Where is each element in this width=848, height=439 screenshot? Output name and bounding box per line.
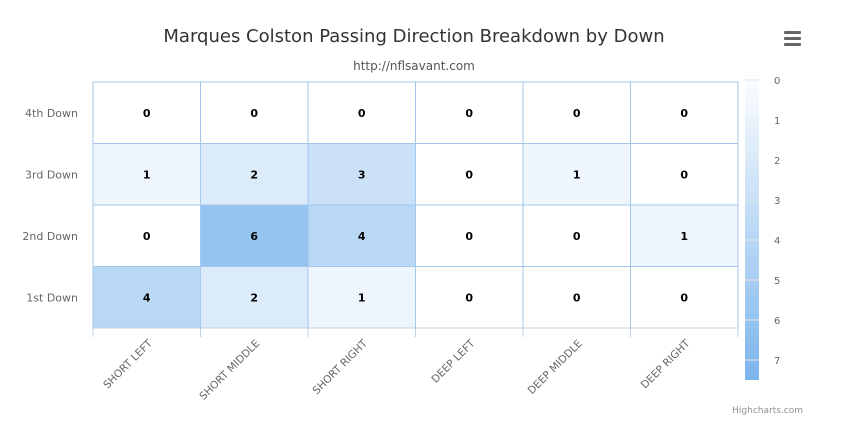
heatmap-cell[interactable] bbox=[92, 204, 201, 267]
cell-value-label: 0 bbox=[250, 107, 258, 120]
y-axis-label: 3rd Down bbox=[25, 168, 78, 181]
heatmap-cell[interactable] bbox=[307, 81, 416, 144]
heatmap-cell[interactable] bbox=[307, 266, 416, 329]
heatmap-cell[interactable] bbox=[200, 81, 309, 144]
y-axis-label: 2nd Down bbox=[22, 230, 78, 243]
cell-value-label: 0 bbox=[573, 230, 581, 243]
heatmap-cell[interactable] bbox=[92, 81, 201, 144]
x-axis-label: SHORT MIDDLE bbox=[197, 338, 262, 403]
cell-value-label: 3 bbox=[358, 168, 366, 181]
y-axis-label: 1st Down bbox=[26, 291, 78, 304]
cell-value-label: 1 bbox=[680, 230, 688, 243]
cell-value-label: 4 bbox=[143, 291, 151, 304]
menu-icon bbox=[784, 31, 801, 34]
x-axis-label: DEEP MIDDLE bbox=[526, 338, 585, 397]
cell-value-label: 4 bbox=[358, 230, 366, 243]
cell-value-label: 0 bbox=[680, 168, 688, 181]
cell-value-label: 0 bbox=[465, 230, 473, 243]
x-axis-label: SHORT LEFT bbox=[101, 337, 155, 391]
cell-value-label: 0 bbox=[680, 107, 688, 120]
y-axis-labels: 4th Down 3rd Down 2nd Down 1st Down bbox=[22, 107, 78, 305]
heatmap-cell[interactable] bbox=[415, 81, 524, 144]
color-axis-tick-label: 7 bbox=[774, 356, 780, 367]
heatmap-cell[interactable] bbox=[200, 266, 309, 329]
heatmap-cell[interactable] bbox=[415, 266, 524, 329]
heatmap-cell[interactable] bbox=[92, 266, 201, 329]
color-axis-tick-label: 1 bbox=[774, 116, 780, 127]
chart-subtitle: http://nflsavant.com bbox=[353, 59, 475, 73]
heatmap-cell[interactable] bbox=[200, 143, 309, 206]
x-axis-label: SHORT RIGHT bbox=[311, 337, 371, 397]
cell-value-label: 0 bbox=[573, 291, 581, 304]
x-axis-label: DEEP RIGHT bbox=[639, 337, 693, 391]
x-axis-labels: SHORT LEFT SHORT MIDDLE SHORT RIGHT DEEP LE… bbox=[92, 327, 739, 403]
cell-value-label: 0 bbox=[465, 107, 473, 120]
cell-value-label: 1 bbox=[573, 168, 581, 181]
heatmap-cell[interactable] bbox=[200, 204, 309, 267]
heatmap-cell[interactable] bbox=[522, 266, 631, 329]
heatmap-cell[interactable] bbox=[630, 266, 739, 329]
color-axis-tick-label: 4 bbox=[774, 236, 780, 247]
heatmap-cell[interactable] bbox=[630, 143, 739, 206]
heatmap-cell[interactable] bbox=[630, 81, 739, 144]
cell-value-label: 1 bbox=[358, 291, 366, 304]
color-axis-tick-label: 3 bbox=[774, 196, 780, 207]
x-axis-label: DEEP LEFT bbox=[429, 337, 477, 385]
cell-value-label: 0 bbox=[358, 107, 366, 120]
cell-value-label: 6 bbox=[250, 230, 258, 243]
color-axis-gradient bbox=[745, 70, 759, 380]
color-axis-legend: 0 1 2 3 4 5 6 7 bbox=[745, 70, 780, 380]
color-axis-ticks: 0 1 2 3 4 5 6 7 bbox=[745, 76, 780, 367]
heatmap-cell[interactable] bbox=[630, 204, 739, 267]
heatmap-cell[interactable] bbox=[522, 81, 631, 144]
cell-value-label: 2 bbox=[250, 168, 258, 181]
credits-link[interactable]: Highcharts.com bbox=[732, 406, 803, 416]
cell-value-label: 0 bbox=[573, 107, 581, 120]
chart-title: Marques Colston Passing Direction Breakd… bbox=[163, 26, 664, 47]
cell-value-label: 0 bbox=[680, 291, 688, 304]
color-axis-tick-label: 6 bbox=[774, 316, 780, 327]
color-axis-tick-label: 5 bbox=[774, 276, 780, 287]
cell-value-label: 0 bbox=[465, 291, 473, 304]
heatmap-cells: 0 0 0 0 0 0 1 2 3 0 1 0 0 6 4 0 0 1 4 2 1 0 0 0 bbox=[92, 81, 739, 329]
color-axis-tick-label: 2 bbox=[774, 156, 780, 167]
cell-value-label: 0 bbox=[143, 230, 151, 243]
cell-value-label: 0 bbox=[465, 168, 473, 181]
cell-value-label: 1 bbox=[143, 168, 151, 181]
context-menu-button[interactable] bbox=[780, 28, 806, 50]
y-axis-label: 4th Down bbox=[25, 107, 78, 120]
cell-value-label: 2 bbox=[250, 291, 258, 304]
color-axis-tick-label: 0 bbox=[774, 76, 780, 87]
heatmap-cell[interactable] bbox=[522, 204, 631, 267]
heatmap-cell[interactable] bbox=[415, 204, 524, 267]
heatmap-cell[interactable] bbox=[415, 143, 524, 206]
cell-value-label: 0 bbox=[143, 107, 151, 120]
